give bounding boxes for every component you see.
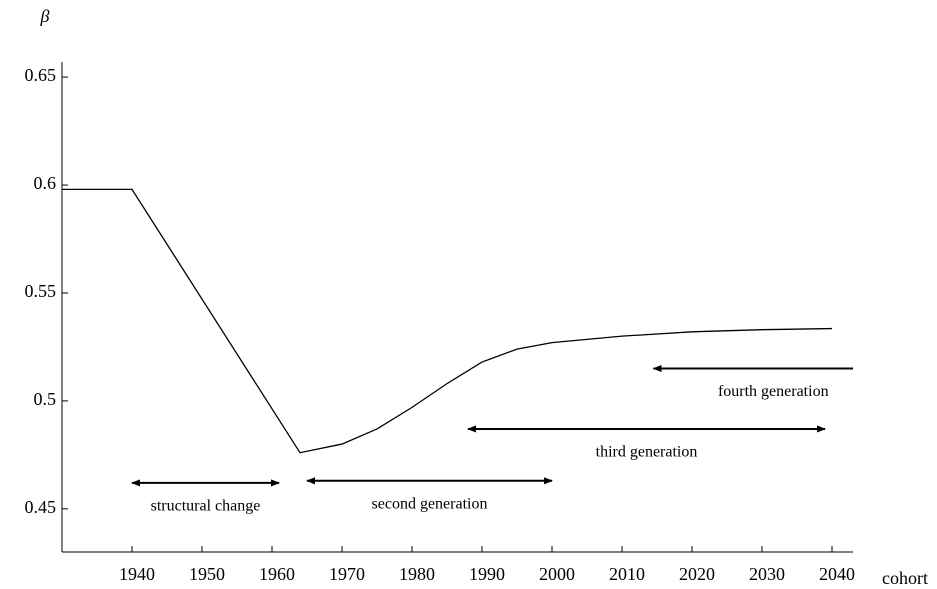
x-tick-label: 2020 [679,564,715,584]
x-tick-label: 2000 [539,564,575,584]
x-tick-label: 2010 [609,564,645,584]
annotation-label: structural change [151,498,261,515]
y-axis-label: β [40,6,50,26]
annotation-label: second generation [372,495,488,512]
y-tick-label: 0.6 [34,173,57,193]
x-tick-label: 1990 [469,564,505,584]
x-tick-label: 1970 [329,564,365,584]
x-tick-label: 1980 [399,564,435,584]
x-tick-label: 2030 [749,564,785,584]
y-tick-label: 0.45 [25,497,57,517]
x-axis-label: cohort [882,568,928,584]
data-line [62,188,833,454]
annotation-label: third generation [596,444,698,461]
x-tick-label: 1960 [259,564,295,584]
annotation-label: fourth generation [718,383,829,400]
x-tick-label: 1940 [119,564,155,584]
y-tick-label: 0.65 [25,65,57,85]
x-tick-label: 1950 [189,564,225,584]
y-tick-label: 0.5 [34,389,57,409]
x-tick-label: 2040 [819,564,855,584]
y-tick-label: 0.55 [25,281,57,301]
